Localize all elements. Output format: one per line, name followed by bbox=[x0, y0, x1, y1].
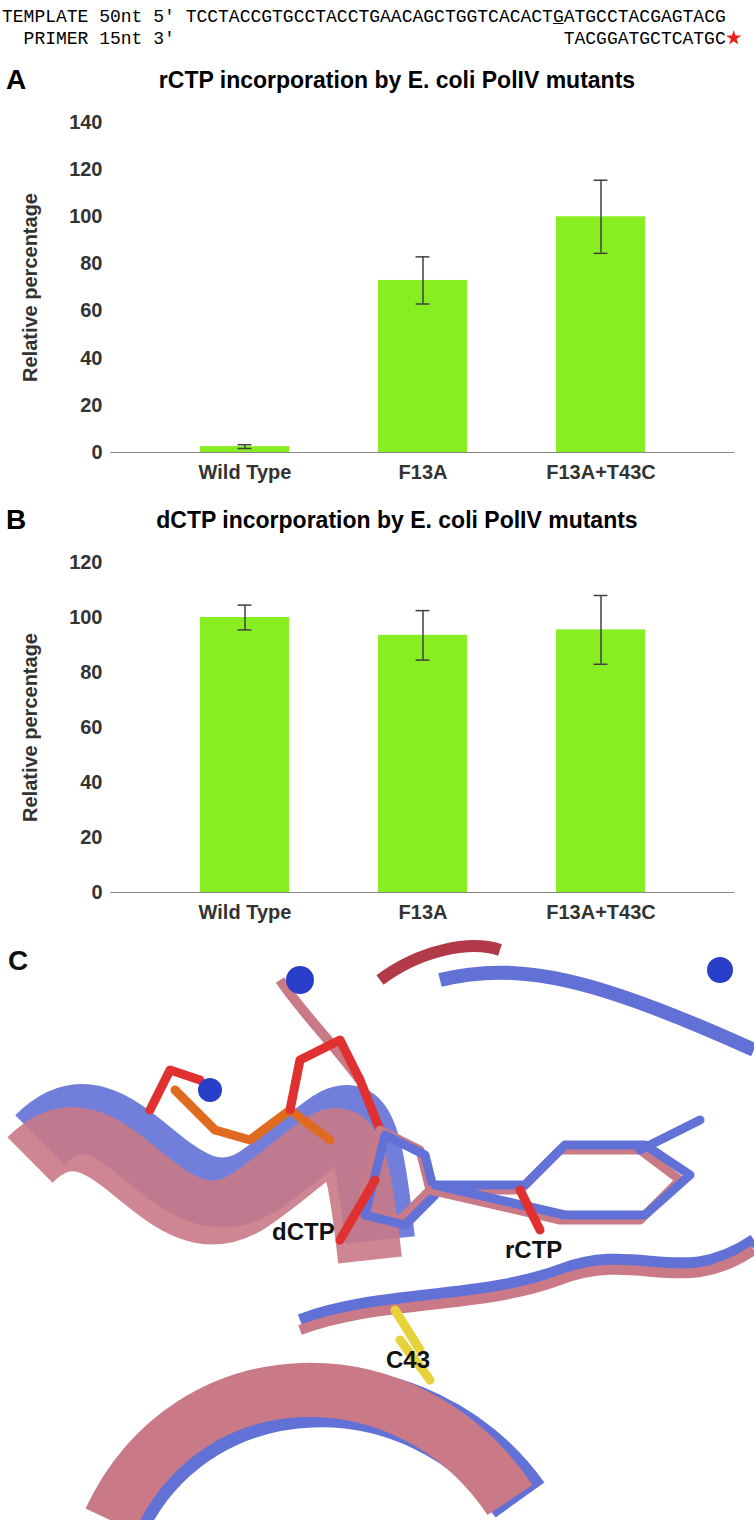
svg-text:140: 140 bbox=[69, 111, 102, 133]
svg-text:20: 20 bbox=[80, 826, 102, 848]
svg-text:rCTP: rCTP bbox=[505, 1236, 562, 1263]
svg-text:C: C bbox=[8, 945, 28, 976]
svg-text:F13A: F13A bbox=[399, 461, 448, 483]
html-text:rCTP incorporation by E. coli: rCTP incorporation by E. coli PolIV muta… bbox=[158, 66, 636, 93]
svg-text:80: 80 bbox=[80, 252, 102, 274]
html-text:TEMPLATE 50nt 5' TCCTACCGTGCCT: TEMPLATE 50nt 5' TCCTACCGTGCCTACCTGAACAG… bbox=[2, 7, 726, 27]
svg-text:Wild Type: Wild Type bbox=[199, 901, 292, 923]
html-text:dCTP incorporation by E. coli: dCTP incorporation by E. coli PolIV muta… bbox=[156, 506, 638, 533]
html-text:B: B bbox=[6, 504, 27, 535]
svg-text:Relative percentage: Relative percentage bbox=[19, 193, 41, 382]
svg-text:0: 0 bbox=[91, 881, 102, 903]
svg-text:Relative percentage: Relative percentage bbox=[19, 633, 41, 822]
svg-text:100: 100 bbox=[69, 606, 102, 628]
svg-text:Wild Type: Wild Type bbox=[199, 461, 292, 483]
svg-text:F13A: F13A bbox=[399, 901, 448, 923]
svg-text:F13A+T43C: F13A+T43C bbox=[546, 461, 656, 483]
html-text:PRIMER 15nt 3' TACGGATGCTCATGC: PRIMER 15nt 3' TACGGATGCTCATGC bbox=[2, 29, 726, 49]
svg-text:40: 40 bbox=[80, 347, 102, 369]
svg-text:60: 60 bbox=[80, 716, 102, 738]
svg-text:20: 20 bbox=[80, 394, 102, 416]
svg-text:F13A+T43C: F13A+T43C bbox=[546, 901, 656, 923]
svg-text:100: 100 bbox=[69, 205, 102, 227]
svg-text:dCTP: dCTP bbox=[272, 1218, 335, 1245]
svg-text:60: 60 bbox=[80, 299, 102, 321]
svg-text:40: 40 bbox=[80, 771, 102, 793]
svg-text:120: 120 bbox=[69, 551, 102, 573]
svg-text:120: 120 bbox=[69, 158, 102, 180]
svg-text:80: 80 bbox=[80, 661, 102, 683]
html-text:A: A bbox=[6, 64, 27, 95]
svg-text:C43: C43 bbox=[386, 1346, 430, 1373]
svg-text:0: 0 bbox=[91, 441, 102, 463]
